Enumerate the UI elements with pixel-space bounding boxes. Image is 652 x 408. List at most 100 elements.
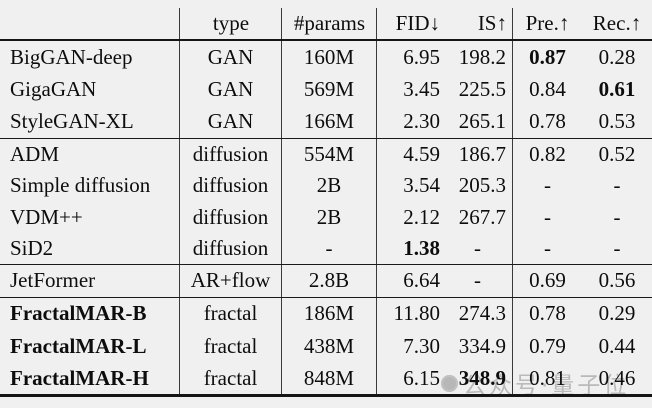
table-row: FractalMAR-B fractal 186M 11.80 274.3 0.78 0.2… [0, 297, 652, 330]
table-row: FractalMAR-L fractal 438M 7.30 334.9 0.79 0.44 [0, 329, 652, 363]
model-name-cell: FractalMAR-L [0, 329, 180, 363]
value-cell: 198.2 [443, 41, 513, 74]
table-row: GigaGAN GAN 569M 3.45 225.5 0.84 0.61 [0, 73, 652, 106]
table-section-diffusion: ADM diffusion 554M 4.59 186.7 0.82 0.52 Simple … [0, 137, 652, 265]
value-cell: 2B [282, 201, 377, 233]
value-cell: 1.38 [403, 235, 440, 260]
value-cell: 0.78 [529, 301, 566, 326]
model-name-cell: SiD2 [0, 232, 180, 265]
value-cell: - [544, 173, 551, 198]
value-cell: AR+flow [180, 265, 282, 297]
value-cell: 334.9 [443, 329, 513, 363]
value-cell: 0.87 [529, 44, 566, 69]
table-row: FractalMAR-H fractal 848M 6.15 348.9 0.81 0.46 [0, 362, 652, 395]
value-cell: 4.59 [403, 142, 440, 167]
table-row: StyleGAN-XL GAN 166M 2.30 265.1 0.78 0.53 [0, 105, 652, 138]
value-cell: 3.45 [403, 76, 440, 101]
value-cell: 6.64 [403, 268, 440, 293]
value-cell: 265.1 [443, 105, 513, 138]
value-cell: 267.7 [443, 201, 513, 233]
value-cell: 0.28 [598, 44, 636, 69]
value-cell: GAN [180, 73, 282, 106]
value-cell: 3.54 [403, 173, 440, 198]
value-cell: 438M [282, 329, 377, 363]
column-divider [280, 8, 282, 41]
table-body: BigGAN-deep GAN 160M 6.95 198.2 0.87 0.28 GigaG… [0, 41, 652, 398]
value-cell: fractal [180, 297, 282, 330]
value-cell: 554M [282, 138, 377, 171]
value-cell: - [544, 204, 551, 229]
value-cell: 274.3 [443, 297, 513, 330]
value-cell: 0.44 [598, 333, 636, 358]
table-row: SiD2 diffusion -1.38- - - [0, 232, 652, 265]
model-name-cell: JetFormer [0, 265, 180, 297]
table-row: Simple diffusion diffusion 2B 3.54 205.3 - - [0, 170, 652, 202]
value-cell: - [443, 232, 513, 265]
table-header-row: type #params FID↓ IS↑ Pre.↑ Rec.↑ [0, 0, 652, 41]
value-cell: 7.30 [403, 333, 440, 358]
table-section-gan: BigGAN-deep GAN 160M 6.95 198.2 0.87 0.28 GigaG… [0, 41, 652, 138]
header-params: #params [293, 11, 366, 35]
value-cell: diffusion [180, 170, 282, 202]
value-cell: - [443, 265, 513, 297]
value-cell: 0.53 [598, 109, 636, 134]
value-cell: 0.78 [529, 109, 566, 134]
value-cell: 0.56 [598, 268, 636, 293]
header-recall: Rec.↑ [592, 11, 642, 35]
table-row: ADM diffusion 554M 4.59 186.7 0.82 0.52 [0, 138, 652, 171]
column-divider [375, 8, 377, 41]
column-divider [511, 8, 513, 41]
header-precision: Pre.↑ [525, 11, 570, 35]
value-cell: 186M [282, 297, 377, 330]
value-cell: GAN [180, 105, 282, 138]
value-cell: 0.69 [529, 268, 566, 293]
table-row: BigGAN-deep GAN 160M 6.95 198.2 0.87 0.28 [0, 41, 652, 74]
qbit-logo-icon [441, 374, 458, 392]
value-cell: 6.15 [403, 365, 440, 390]
value-cell: - [613, 235, 621, 260]
header-is: IS↑ [477, 11, 507, 35]
value-cell: 2.30 [403, 109, 440, 134]
value-cell: 2.12 [403, 204, 440, 229]
value-cell: 0.79 [529, 333, 566, 358]
value-cell: 0.82 [529, 142, 566, 167]
value-cell: 848M [282, 362, 377, 395]
value-cell: 205.3 [443, 170, 513, 202]
value-cell: 0.29 [598, 301, 636, 326]
value-cell: 2.8B [282, 265, 377, 297]
value-cell: 348.9 [443, 362, 513, 395]
model-name-cell: BigGAN-deep [0, 41, 180, 74]
model-name-cell: FractalMAR-H [0, 362, 180, 395]
model-name-cell: StyleGAN-XL [0, 105, 180, 138]
table-row: JetFormer AR+flow 2.8B 6.64-0.69 0.56 [0, 265, 652, 297]
value-cell: - [282, 232, 377, 265]
model-name-cell: GigaGAN [0, 73, 180, 106]
value-cell: - [544, 235, 551, 260]
header-type: type [212, 11, 250, 35]
value-cell: diffusion [180, 138, 282, 171]
model-name-cell: VDM++ [0, 201, 180, 233]
value-cell: 6.95 [403, 44, 440, 69]
value-cell: fractal [180, 329, 282, 363]
value-cell: 0.81 [529, 365, 566, 390]
value-cell: fractal [180, 362, 282, 395]
model-name-cell: ADM [0, 138, 180, 171]
model-name-cell: FractalMAR-B [0, 297, 180, 330]
column-divider [178, 8, 180, 41]
value-cell: 2B [282, 170, 377, 202]
value-cell: 225.5 [443, 73, 513, 106]
value-cell: 166M [282, 105, 377, 138]
table-section-ar-flow: JetFormer AR+flow 2.8B 6.64-0.69 0.56 [0, 264, 652, 297]
model-name-cell: Simple diffusion [0, 170, 180, 202]
table-section-fractal: FractalMAR-B fractal 186M 11.80 274.3 0.78 0.2… [0, 296, 652, 398]
value-cell: 569M [282, 73, 377, 106]
value-cell: 0.61 [598, 76, 636, 101]
value-cell: - [613, 204, 621, 229]
value-cell: - [613, 173, 621, 198]
value-cell: 160M [282, 41, 377, 74]
value-cell: diffusion [180, 232, 282, 265]
value-cell: 0.46 [598, 365, 636, 390]
table-row: VDM++ diffusion 2B 2.12 267.7 - - [0, 201, 652, 233]
value-cell: 11.80 [393, 301, 440, 326]
